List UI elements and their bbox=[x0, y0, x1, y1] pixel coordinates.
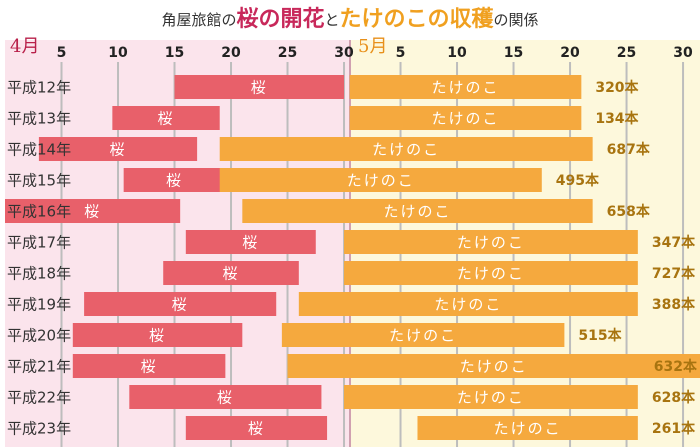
category-label: 平成20年 bbox=[7, 327, 71, 345]
category-label: 平成17年 bbox=[7, 234, 71, 252]
category-label: 平成15年 bbox=[7, 172, 71, 190]
value-label: 687本 bbox=[607, 141, 651, 158]
bar bbox=[417, 416, 638, 440]
title-part: の関係 bbox=[494, 11, 539, 29]
value-label: 495本 bbox=[556, 172, 600, 189]
bar bbox=[123, 168, 226, 192]
bar bbox=[129, 385, 322, 409]
bar bbox=[163, 261, 299, 285]
category-label: 平成16年 bbox=[7, 203, 71, 221]
bar-label: たけのこ bbox=[457, 265, 525, 283]
value-label: 388本 bbox=[652, 296, 696, 313]
bar-label: 桜 bbox=[217, 389, 234, 407]
bar bbox=[219, 137, 593, 161]
bar-label: 桜 bbox=[223, 265, 240, 283]
bar bbox=[344, 385, 638, 409]
bar bbox=[112, 106, 220, 130]
x-tick-label: 15 bbox=[504, 45, 523, 61]
bar bbox=[344, 230, 638, 254]
value-label: 658本 bbox=[607, 203, 651, 220]
x-tick-label: 5 bbox=[396, 45, 406, 61]
bar-label: たけのこ bbox=[432, 110, 500, 128]
category-label: 平成19年 bbox=[7, 296, 71, 314]
category-label: 平成23年 bbox=[7, 420, 71, 438]
title-part: 角屋旅館の bbox=[161, 11, 236, 29]
x-tick-label: 10 bbox=[447, 45, 467, 61]
x-tick-label: 30 bbox=[334, 45, 354, 61]
bar bbox=[219, 168, 542, 192]
title-part: と bbox=[324, 11, 339, 29]
bar bbox=[185, 230, 316, 254]
bar bbox=[349, 106, 582, 130]
x-tick-label: 20 bbox=[560, 45, 580, 61]
x-tick-label: 30 bbox=[673, 45, 693, 61]
bar bbox=[287, 354, 700, 378]
bar-label: 桜 bbox=[110, 141, 127, 159]
category-label: 平成18年 bbox=[7, 265, 71, 283]
month-label: 5月 bbox=[358, 36, 387, 57]
value-label: 727本 bbox=[652, 265, 696, 282]
bar-label: たけのこ bbox=[460, 358, 528, 376]
bar bbox=[5, 199, 181, 223]
bar-label: たけのこ bbox=[494, 420, 562, 438]
bar bbox=[242, 199, 593, 223]
title-part: 桜の開花 bbox=[236, 6, 324, 32]
value-label: 628本 bbox=[652, 389, 696, 406]
value-label: 261本 bbox=[652, 420, 696, 437]
bar-label: 桜 bbox=[172, 296, 189, 314]
bar bbox=[84, 292, 277, 316]
x-tick-label: 25 bbox=[278, 45, 297, 61]
bar bbox=[344, 261, 638, 285]
bar bbox=[349, 75, 582, 99]
bar-label: たけのこ bbox=[389, 327, 457, 345]
bar bbox=[298, 292, 638, 316]
value-label: 320本 bbox=[595, 79, 639, 96]
title-part: たけのこの収穫 bbox=[340, 6, 495, 32]
bar-label: 桜 bbox=[166, 172, 183, 190]
bar-label: 桜 bbox=[251, 79, 268, 97]
bar-label: たけのこ bbox=[457, 234, 525, 252]
category-label: 平成14年 bbox=[7, 141, 71, 159]
x-tick-label: 25 bbox=[617, 45, 636, 61]
value-label: 347本 bbox=[652, 234, 696, 251]
bar bbox=[72, 354, 226, 378]
x-tick-label: 15 bbox=[165, 45, 184, 61]
bar-label: たけのこ bbox=[347, 172, 415, 190]
bar-label: 桜 bbox=[84, 203, 101, 221]
bar bbox=[174, 75, 345, 99]
value-label: 134本 bbox=[595, 110, 639, 127]
x-tick-label: 10 bbox=[108, 45, 128, 61]
bar-label: たけのこ bbox=[434, 296, 502, 314]
bar-label: たけのこ bbox=[432, 79, 500, 97]
value-label: 632本 bbox=[654, 358, 698, 375]
month-label: 4月 bbox=[10, 36, 39, 57]
value-label: 515本 bbox=[578, 327, 622, 344]
bar-label: たけのこ bbox=[372, 141, 440, 159]
category-label: 平成21年 bbox=[7, 358, 71, 376]
category-label: 平成12年 bbox=[7, 79, 71, 97]
bar bbox=[281, 323, 565, 347]
category-label: 平成13年 bbox=[7, 110, 71, 128]
bar-label: たけのこ bbox=[457, 389, 525, 407]
bar-label: たけのこ bbox=[383, 203, 451, 221]
x-tick-label: 20 bbox=[221, 45, 241, 61]
bar bbox=[185, 416, 328, 440]
bar-label: 桜 bbox=[158, 110, 175, 128]
chart-title: 角屋旅館の桜の開花とたけのこの収穫の関係 bbox=[161, 6, 538, 32]
bar-label: 桜 bbox=[149, 327, 166, 345]
x-tick-label: 5 bbox=[57, 45, 67, 61]
category-label: 平成22年 bbox=[7, 389, 71, 407]
bar-label: 桜 bbox=[242, 234, 259, 252]
bar-label: 桜 bbox=[141, 358, 158, 376]
bar-label: 桜 bbox=[248, 420, 265, 438]
bar bbox=[72, 323, 243, 347]
bar bbox=[38, 137, 198, 161]
